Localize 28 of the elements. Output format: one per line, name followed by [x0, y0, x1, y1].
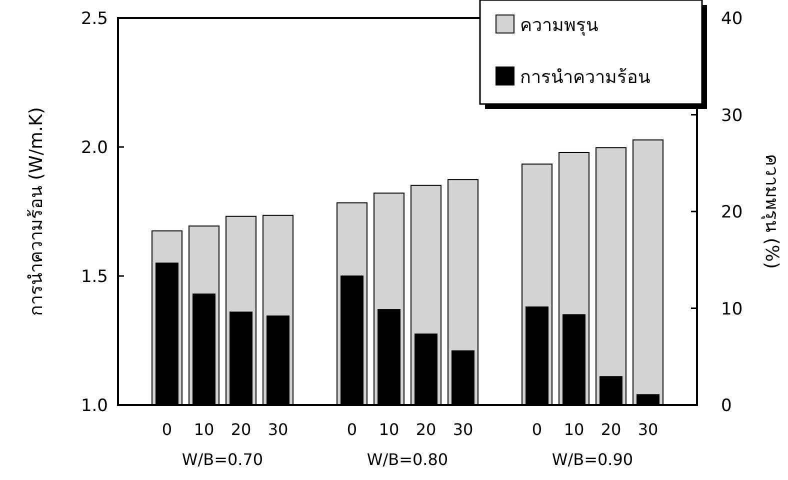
y-tick-label: 2.5	[80, 9, 108, 29]
y-tick-label: 1.0	[80, 396, 108, 416]
legend-label: ความพรุน	[520, 15, 598, 36]
x-tick-label: 0	[346, 420, 358, 439]
x-tick-label: 10	[564, 420, 584, 439]
y2-tick-label: 30	[721, 106, 743, 126]
y2-tick-label: 20	[721, 202, 743, 222]
y2-tick-label: 10	[721, 299, 743, 320]
legend-label: การนำความร้อน	[520, 67, 650, 88]
x-tick-label: 10	[194, 420, 214, 439]
text: W/B=0.70	[182, 450, 264, 469]
x-tick-label: 0	[532, 420, 542, 439]
x-tick-label: 30	[452, 420, 474, 439]
y-tick-label: 2.0	[80, 138, 108, 158]
x-tick-label: 20	[600, 420, 622, 439]
text: W/B=0.80	[366, 450, 448, 469]
x-tick-label: 0	[162, 420, 172, 439]
y-axis-title: การนำความร้อน (W/m.K)	[26, 107, 47, 316]
x-tick-label: 30	[638, 420, 658, 439]
y-tick-label: 1.5	[80, 267, 108, 287]
x-tick-label: 10	[378, 420, 400, 439]
text: W/B=0.90	[552, 450, 634, 469]
y2-tick-label: 40	[721, 9, 743, 29]
x-tick-label: 30	[268, 420, 288, 439]
x-tick-label: 20	[416, 420, 436, 439]
y2-axis-title: ความพรุน (%)	[761, 154, 782, 269]
y2-tick-label: 0	[721, 396, 732, 416]
x-tick-label: 20	[230, 420, 252, 439]
